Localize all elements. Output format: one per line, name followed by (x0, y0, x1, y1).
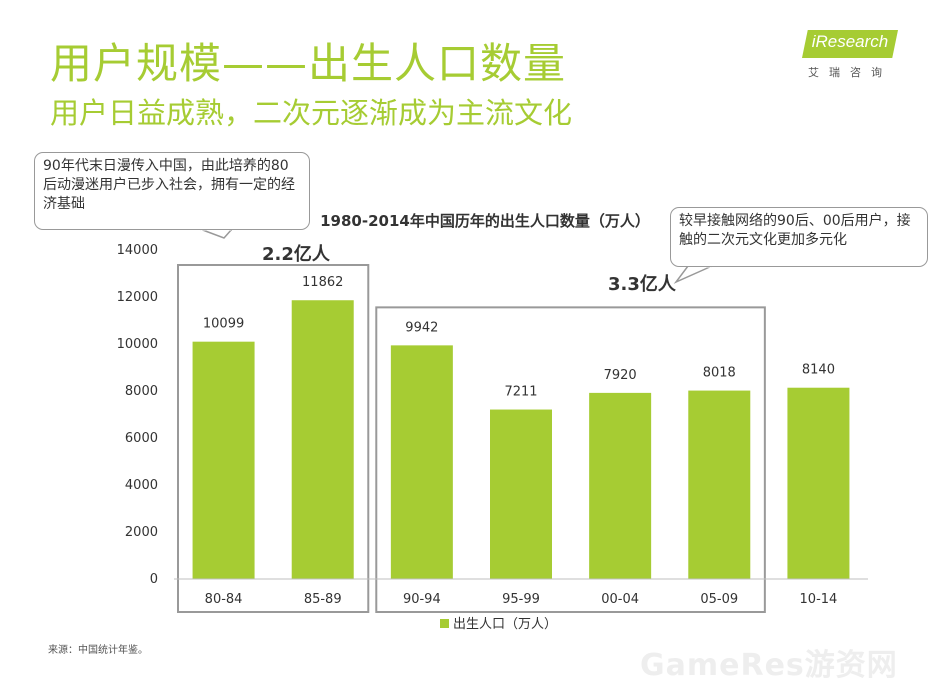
iresearch-logo: iResearch 艾瑞咨询 (800, 30, 900, 82)
data-label: 8140 (802, 363, 835, 378)
y-tick-label: 4000 (125, 478, 158, 493)
y-tick-label: 12000 (117, 290, 158, 305)
x-tick-label: 90-94 (403, 592, 441, 607)
watermark: GameRes游资网 (640, 648, 898, 683)
data-label: 10099 (203, 317, 244, 332)
data-label: 9942 (405, 320, 438, 335)
y-tick-label: 10000 (117, 337, 158, 352)
chart-title: 1980-2014年中国历年的出生人口数量（万人） (320, 212, 650, 230)
data-label: 11862 (302, 275, 343, 290)
note-bubble-right: 较早接触网络的90后、00后用户，接触的二次元文化更加多元化 (670, 207, 928, 267)
bar (589, 392, 652, 579)
x-tick-label: 10-14 (800, 592, 838, 607)
group-label-right: 3.3亿人 (608, 274, 676, 295)
legend-label: 出生人口（万人） (453, 617, 557, 632)
note-bubble-left: 90年代末日漫传入中国，由此培养的80后动漫迷用户已步入社会，拥有一定的经济基础 (34, 152, 310, 230)
logo-brand-text: iResearch (811, 32, 889, 51)
y-tick-label: 2000 (125, 525, 158, 540)
x-tick-label: 80-84 (205, 592, 243, 607)
group-frame (375, 306, 766, 613)
logo-sub-text: 艾瑞咨询 (808, 66, 892, 79)
bar (490, 409, 552, 579)
group-frame (177, 264, 370, 613)
source-note: 来源：中国统计年鉴。 (48, 645, 148, 656)
page-subtitle: 用户日益成熟，二次元逐渐成为主流文化 (50, 96, 573, 130)
y-tick-label: 14000 (117, 243, 158, 258)
x-tick-label: 95-99 (502, 592, 540, 607)
y-tick-label: 6000 (125, 431, 158, 446)
x-tick-label: 05-09 (700, 592, 738, 607)
x-tick-label: 85-89 (304, 592, 342, 607)
logo-badge (802, 30, 898, 58)
bar (192, 341, 255, 579)
y-tick-label: 8000 (125, 384, 158, 399)
bar (688, 390, 751, 579)
page-title: 用户规模——出生人口数量 (50, 39, 567, 88)
data-label: 7211 (504, 385, 537, 400)
bar (390, 345, 453, 579)
y-tick-label: 0 (150, 572, 158, 587)
bar (787, 387, 850, 579)
legend-swatch (440, 619, 449, 628)
data-label: 8018 (703, 366, 736, 381)
bubble-right-tail (673, 265, 713, 284)
bar (291, 300, 354, 579)
x-tick-label: 00-04 (601, 592, 639, 607)
data-label: 7920 (604, 368, 637, 383)
group-label-left: 2.2亿人 (262, 244, 330, 265)
